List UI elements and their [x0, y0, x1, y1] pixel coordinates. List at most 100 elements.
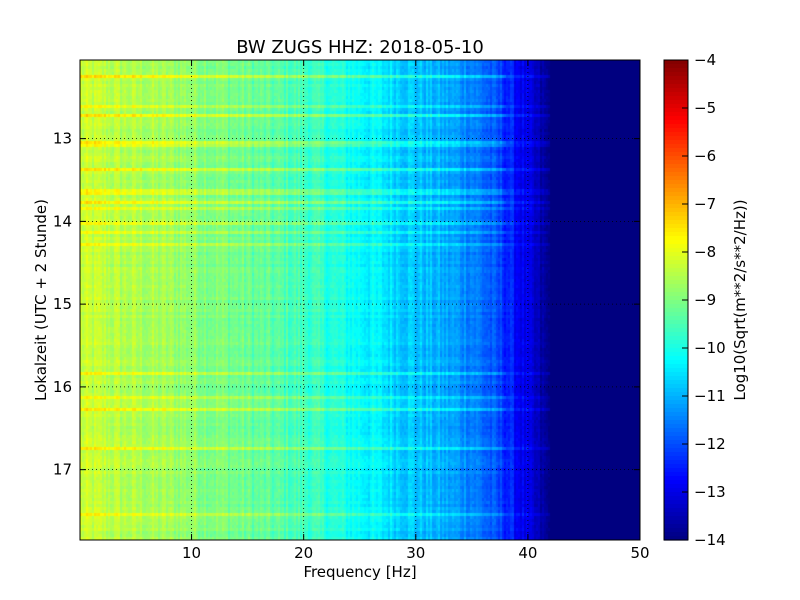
colorbar-segment	[664, 500, 688, 505]
colorbar-segment	[664, 268, 688, 273]
colorbar-segment	[664, 288, 688, 293]
colorbar-segment	[664, 464, 688, 469]
colorbar-segment	[664, 392, 688, 397]
colorbar-segment	[664, 180, 688, 185]
colorbar-tick-label: −4	[694, 51, 716, 69]
colorbar-segment	[664, 156, 688, 161]
colorbar-segment	[664, 152, 688, 157]
y-tick-label: 17	[53, 461, 72, 479]
colorbar-segment	[664, 244, 688, 249]
colorbar-segment	[664, 232, 688, 237]
colorbar-segment	[664, 240, 688, 245]
colorbar-segment	[664, 504, 688, 509]
colorbar-segment	[664, 532, 688, 537]
colorbar-segment	[664, 360, 688, 365]
colorbar-segment	[664, 136, 688, 141]
colorbar-segment	[664, 140, 688, 145]
colorbar-segment	[664, 420, 688, 425]
colorbar-segment	[664, 352, 688, 357]
x-axis-label: Frequency [Hz]	[303, 563, 416, 581]
colorbar-tick-label: −5	[694, 99, 716, 117]
colorbar-label: Log10(Sqrt(m**2/s**2/Hz))	[731, 199, 749, 400]
colorbar-segment	[664, 304, 688, 309]
colorbar-segment	[664, 236, 688, 241]
colorbar-segment	[664, 308, 688, 313]
x-tick-label: 30	[406, 544, 425, 562]
colorbar-segment	[664, 188, 688, 193]
colorbar-segment	[664, 284, 688, 289]
colorbar-segment	[664, 384, 688, 389]
colorbar-segment	[664, 64, 688, 69]
y-axis-ticks: 13 14 15 16 17	[53, 130, 640, 479]
colorbar-segment	[664, 328, 688, 333]
colorbar-segment	[664, 480, 688, 485]
colorbar-segment	[664, 408, 688, 413]
colorbar-segment	[664, 316, 688, 321]
colorbar-segment	[664, 224, 688, 229]
colorbar-segment	[664, 372, 688, 377]
colorbar-segment	[664, 192, 688, 197]
colorbar-segment	[664, 260, 688, 265]
colorbar-segment	[664, 512, 688, 517]
colorbar-segment	[664, 528, 688, 533]
colorbar-segment	[664, 496, 688, 501]
colorbar-segment	[664, 252, 688, 257]
colorbar-segment	[664, 96, 688, 101]
y-tick-label: 14	[53, 212, 72, 230]
colorbar-segment	[664, 144, 688, 149]
y-tick-label: 15	[53, 295, 72, 313]
colorbar-segment	[664, 416, 688, 421]
colorbar-segment	[664, 208, 688, 213]
colorbar-tick-label: −8	[694, 243, 716, 261]
colorbar-segment	[664, 412, 688, 417]
y-tick-label: 16	[53, 378, 72, 396]
colorbar-segment	[664, 520, 688, 525]
y-tick-label: 13	[53, 130, 72, 148]
colorbar-segment	[664, 468, 688, 473]
colorbar-segment	[664, 448, 688, 453]
colorbar-segment	[664, 456, 688, 461]
colorbar-segment	[664, 312, 688, 317]
colorbar-segment	[664, 184, 688, 189]
colorbar-segment	[664, 460, 688, 465]
colorbar-segment	[664, 536, 688, 541]
colorbar-segment	[664, 204, 688, 209]
colorbar-segment	[664, 172, 688, 177]
colorbar-segment	[664, 120, 688, 125]
colorbar-segment	[664, 220, 688, 225]
colorbar-segment	[664, 400, 688, 405]
colorbar-segment	[664, 508, 688, 513]
colorbar-segment	[664, 92, 688, 97]
colorbar-tick-label: −13	[694, 483, 726, 501]
colorbar-segment	[664, 388, 688, 393]
colorbar-segment	[664, 300, 688, 305]
colorbar-tick-label: −7	[694, 195, 716, 213]
colorbar-segment	[664, 100, 688, 105]
colorbar-segment	[664, 128, 688, 133]
colorbar-segment	[664, 216, 688, 221]
colorbar-segment	[664, 484, 688, 489]
colorbar-tick-label: −12	[694, 435, 726, 453]
colorbar-segment	[664, 324, 688, 329]
y-axis-label: Lokalzeit (UTC + 2 Stunde)	[32, 199, 50, 401]
x-tick-label: 20	[294, 544, 313, 562]
colorbar-segment	[664, 364, 688, 369]
colorbar-segment	[664, 80, 688, 85]
colorbar-segment	[664, 60, 688, 65]
colorbar-segment	[664, 88, 688, 93]
colorbar-tick-label: −9	[694, 291, 716, 309]
colorbar-segment	[664, 344, 688, 349]
colorbar-segment	[664, 336, 688, 341]
colorbar-segment	[664, 72, 688, 77]
colorbar-segment	[664, 76, 688, 81]
colorbar-segment	[664, 116, 688, 121]
colorbar-segment	[664, 168, 688, 173]
colorbar-segment	[664, 104, 688, 109]
colorbar-segment	[664, 84, 688, 89]
x-tick-label: 50	[630, 544, 649, 562]
colorbar-tick-label: −14	[694, 531, 726, 549]
colorbar-segment	[664, 428, 688, 433]
colorbar-segment	[664, 296, 688, 301]
colorbar-segment	[664, 200, 688, 205]
